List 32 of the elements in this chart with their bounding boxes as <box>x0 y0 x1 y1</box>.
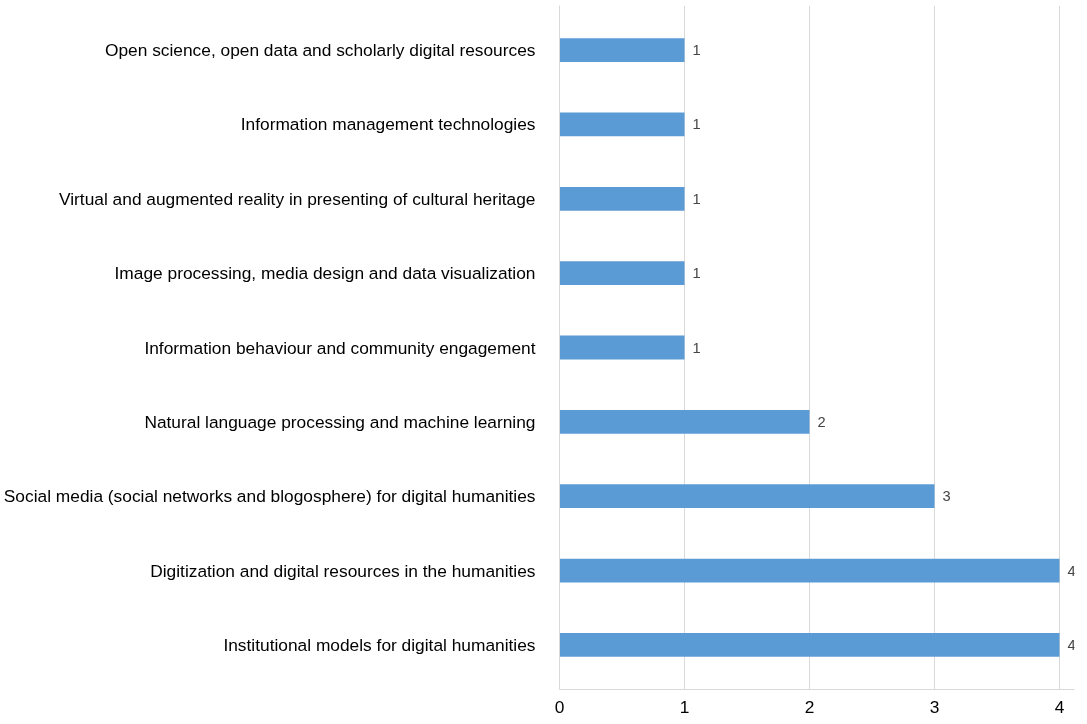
y-tick-label: Digitization and digital resources in the humanities <box>150 560 536 581</box>
y-tick-label: Virtual and augmented reality in presenting of cultural heritage <box>59 188 536 209</box>
data-label: 1 <box>692 42 701 59</box>
x-tick-label: 1 <box>679 696 690 717</box>
y-tick-label: Natural language processing and machine learning <box>144 411 536 432</box>
bar <box>559 558 1060 583</box>
x-tick-label: 3 <box>929 696 940 717</box>
bar <box>559 112 685 137</box>
y-tick-label: Information behaviour and community engagement <box>144 337 536 358</box>
bar <box>559 409 810 434</box>
y-tick-label: Open science, open data and scholarly digital resources <box>104 40 536 61</box>
y-tick-label: Social media (social networks and blogosphere) for digital humanities <box>3 486 536 507</box>
y-tick-label: Institutional models for digital humanities <box>223 634 536 655</box>
bar <box>559 633 1060 657</box>
bar <box>559 335 685 360</box>
x-tick-label: 4 <box>1054 696 1065 717</box>
data-label: 1 <box>692 265 701 282</box>
y-tick-label: Image processing, media design and data visualization <box>114 263 536 284</box>
y-tick-label: Information management technologies <box>240 114 536 135</box>
data-label: 2 <box>817 413 826 430</box>
data-label: 1 <box>692 116 701 133</box>
data-label: 4 <box>1067 636 1076 653</box>
bar <box>559 261 685 286</box>
data-label: 3 <box>942 488 951 505</box>
data-label: 4 <box>1067 562 1076 579</box>
bar <box>559 38 685 62</box>
bar <box>559 484 935 509</box>
x-tick-label: 2 <box>804 696 815 717</box>
data-label: 1 <box>692 190 701 207</box>
x-tick-label: 0 <box>554 696 565 717</box>
bar <box>559 186 685 211</box>
data-label: 1 <box>692 339 701 356</box>
